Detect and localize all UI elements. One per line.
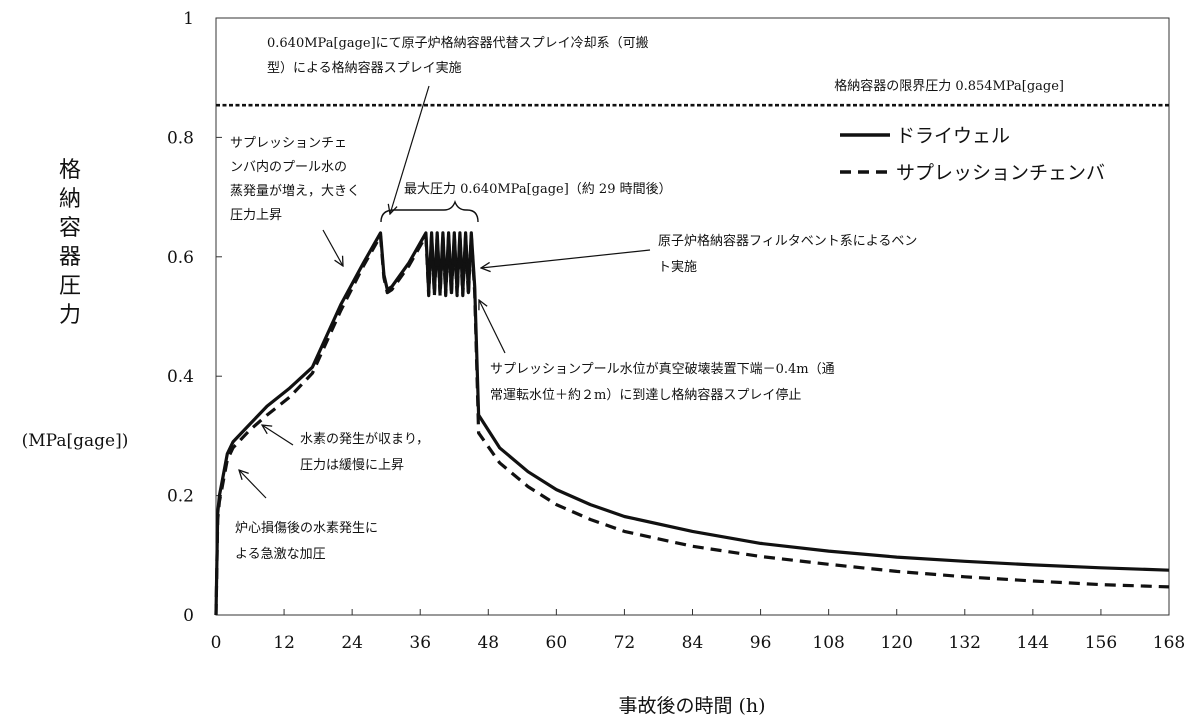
annotations: 0.640MPa[gage]にて原子炉格納容器代替スプレイ冷却系（可搬 型）によ…	[230, 35, 1064, 562]
x-tick-label: 156	[1085, 633, 1117, 653]
x-tick-label: 36	[409, 633, 431, 653]
x-tick-label: 24	[341, 633, 363, 653]
x-tick-label: 12	[273, 633, 295, 653]
legend: ドライウェル サプレッションチェンバ	[840, 125, 1105, 184]
arrow-h2-settle	[262, 425, 294, 446]
legend-label-drywell: ドライウェル	[896, 125, 1010, 147]
y-tick-label: 1	[183, 9, 194, 29]
annotation-pool-evap: サプレッションチェ ンバ内のプール水の 蒸発量が増え，大きく 圧力上昇	[230, 136, 364, 223]
y-tick-label: 0.6	[167, 248, 194, 268]
series-line-wetwell	[214, 234, 1170, 616]
y-axis-label-char: 納	[59, 187, 81, 212]
annotation-max-pressure: 最大圧力 0.640MPa[gage]（約 29 時間後）	[404, 182, 672, 197]
y-tick-label: 0	[183, 606, 194, 626]
x-tick-label: 48	[477, 633, 499, 653]
y-axis-label-char: 器	[59, 245, 81, 270]
annotation-spray-start: 0.640MPa[gage]にて原子炉格納容器代替スプレイ冷却系（可搬 型）によ…	[267, 35, 653, 76]
y-axis-label-char: 力	[59, 303, 81, 328]
limit-line-label: 格納容器の限界圧力 0.854MPa[gage]	[834, 78, 1064, 94]
axis-ticks: 0 12 24 36 48 60 72 84 96 108 120 132 144 156 168 0 0.2 0…	[167, 9, 1185, 653]
series-group	[214, 231, 1170, 616]
x-tick-label: 0	[211, 633, 222, 653]
y-tick-label: 0.8	[167, 128, 194, 148]
x-tick-label: 108	[812, 633, 844, 653]
y-tick-label: 0.4	[167, 367, 194, 387]
arrow-vent	[481, 249, 651, 268]
legend-label-wetwell: サプレッションチェンバ	[896, 162, 1105, 184]
x-tick-label: 132	[949, 633, 981, 653]
arrow-spray-start	[390, 85, 430, 214]
annotation-h2-settle: 水素の発生が収まり， 圧力は緩慢に上昇	[300, 432, 433, 473]
y-tick-label: 0.2	[167, 487, 194, 507]
annotation-vent: 原子炉格納容器フィルタベント系によるベン ト実施	[658, 233, 922, 275]
annotation-h2-rapid: 炉心損傷後の水素発生に よる急激な加圧	[235, 521, 382, 562]
x-tick-label: 144	[1017, 633, 1049, 653]
series-line-drywell	[214, 231, 1170, 616]
y-axis-label-char: 圧	[59, 274, 81, 299]
arrow-spray-stop	[479, 300, 506, 354]
x-axis-label: 事故後の時間 (h)	[618, 695, 765, 717]
arrow-pool-evap	[322, 229, 343, 266]
annotation-spray-stop: サプレッションプール水位が真空破壊装置下端－0.4m（通 常運転水位＋約２m）に…	[490, 362, 839, 403]
x-tick-label: 96	[750, 633, 772, 653]
arrow-h2-rapid	[239, 470, 267, 499]
max-pressure-brace	[380, 200, 479, 223]
x-tick-label: 72	[614, 633, 636, 653]
x-tick-label: 84	[682, 633, 704, 653]
y-axis-label-char: 容	[59, 216, 81, 241]
x-tick-label: 168	[1153, 633, 1185, 653]
y-axis-label-char: 格	[59, 158, 81, 183]
x-tick-label: 120	[880, 633, 912, 653]
y-axis-unit: (MPa[gage])	[22, 431, 129, 451]
x-tick-label: 60	[546, 633, 568, 653]
